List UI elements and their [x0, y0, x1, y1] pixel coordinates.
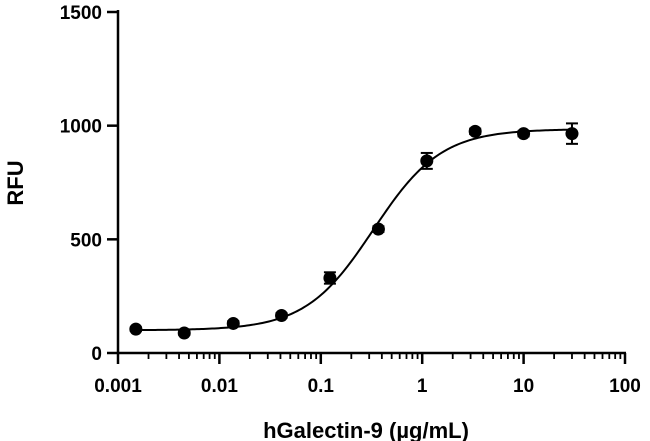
data-point: [371, 222, 385, 236]
x-tick-label: 100: [609, 376, 641, 397]
data-point: [129, 322, 143, 336]
y-tick-label: 1000: [60, 117, 102, 138]
data-point: [565, 122, 579, 145]
y-tick-label: 1500: [60, 3, 102, 24]
data-point-marker: [323, 271, 337, 285]
fit-curve: [135, 128, 572, 332]
data-point-marker: [129, 322, 143, 336]
y-axis-label: RFU: [3, 160, 28, 205]
data-point: [275, 308, 289, 322]
axes: 0 500 1000 1500 0.001 0.01 0.1 1 10 100: [60, 3, 641, 397]
y-tick-label: 0: [91, 344, 102, 365]
fit-curve-layer: [135, 128, 572, 332]
data-point: [468, 124, 482, 138]
data-points-layer: [129, 122, 579, 340]
x-axis-label: hGalectin-9 (µg/mL): [263, 418, 469, 441]
x-tick-label: 0.1: [308, 376, 335, 397]
data-point-marker: [517, 127, 531, 141]
data-point: [420, 151, 434, 170]
data-point-marker: [275, 308, 289, 322]
x-tick-label: 0.001: [94, 376, 142, 397]
data-point: [323, 271, 337, 285]
data-point-marker: [226, 316, 240, 330]
x-tick-label: 0.01: [201, 376, 238, 397]
x-tick-label: 1: [417, 376, 428, 397]
data-point-marker: [177, 326, 191, 340]
data-point-marker: [371, 222, 385, 236]
y-tick-label: 500: [70, 230, 102, 251]
x-tick-label: 10: [513, 376, 534, 397]
data-point-marker: [468, 124, 482, 138]
data-point-marker: [565, 127, 579, 141]
data-point-marker: [420, 154, 434, 168]
data-point: [517, 127, 531, 141]
data-point: [177, 326, 191, 340]
data-point: [226, 316, 240, 330]
